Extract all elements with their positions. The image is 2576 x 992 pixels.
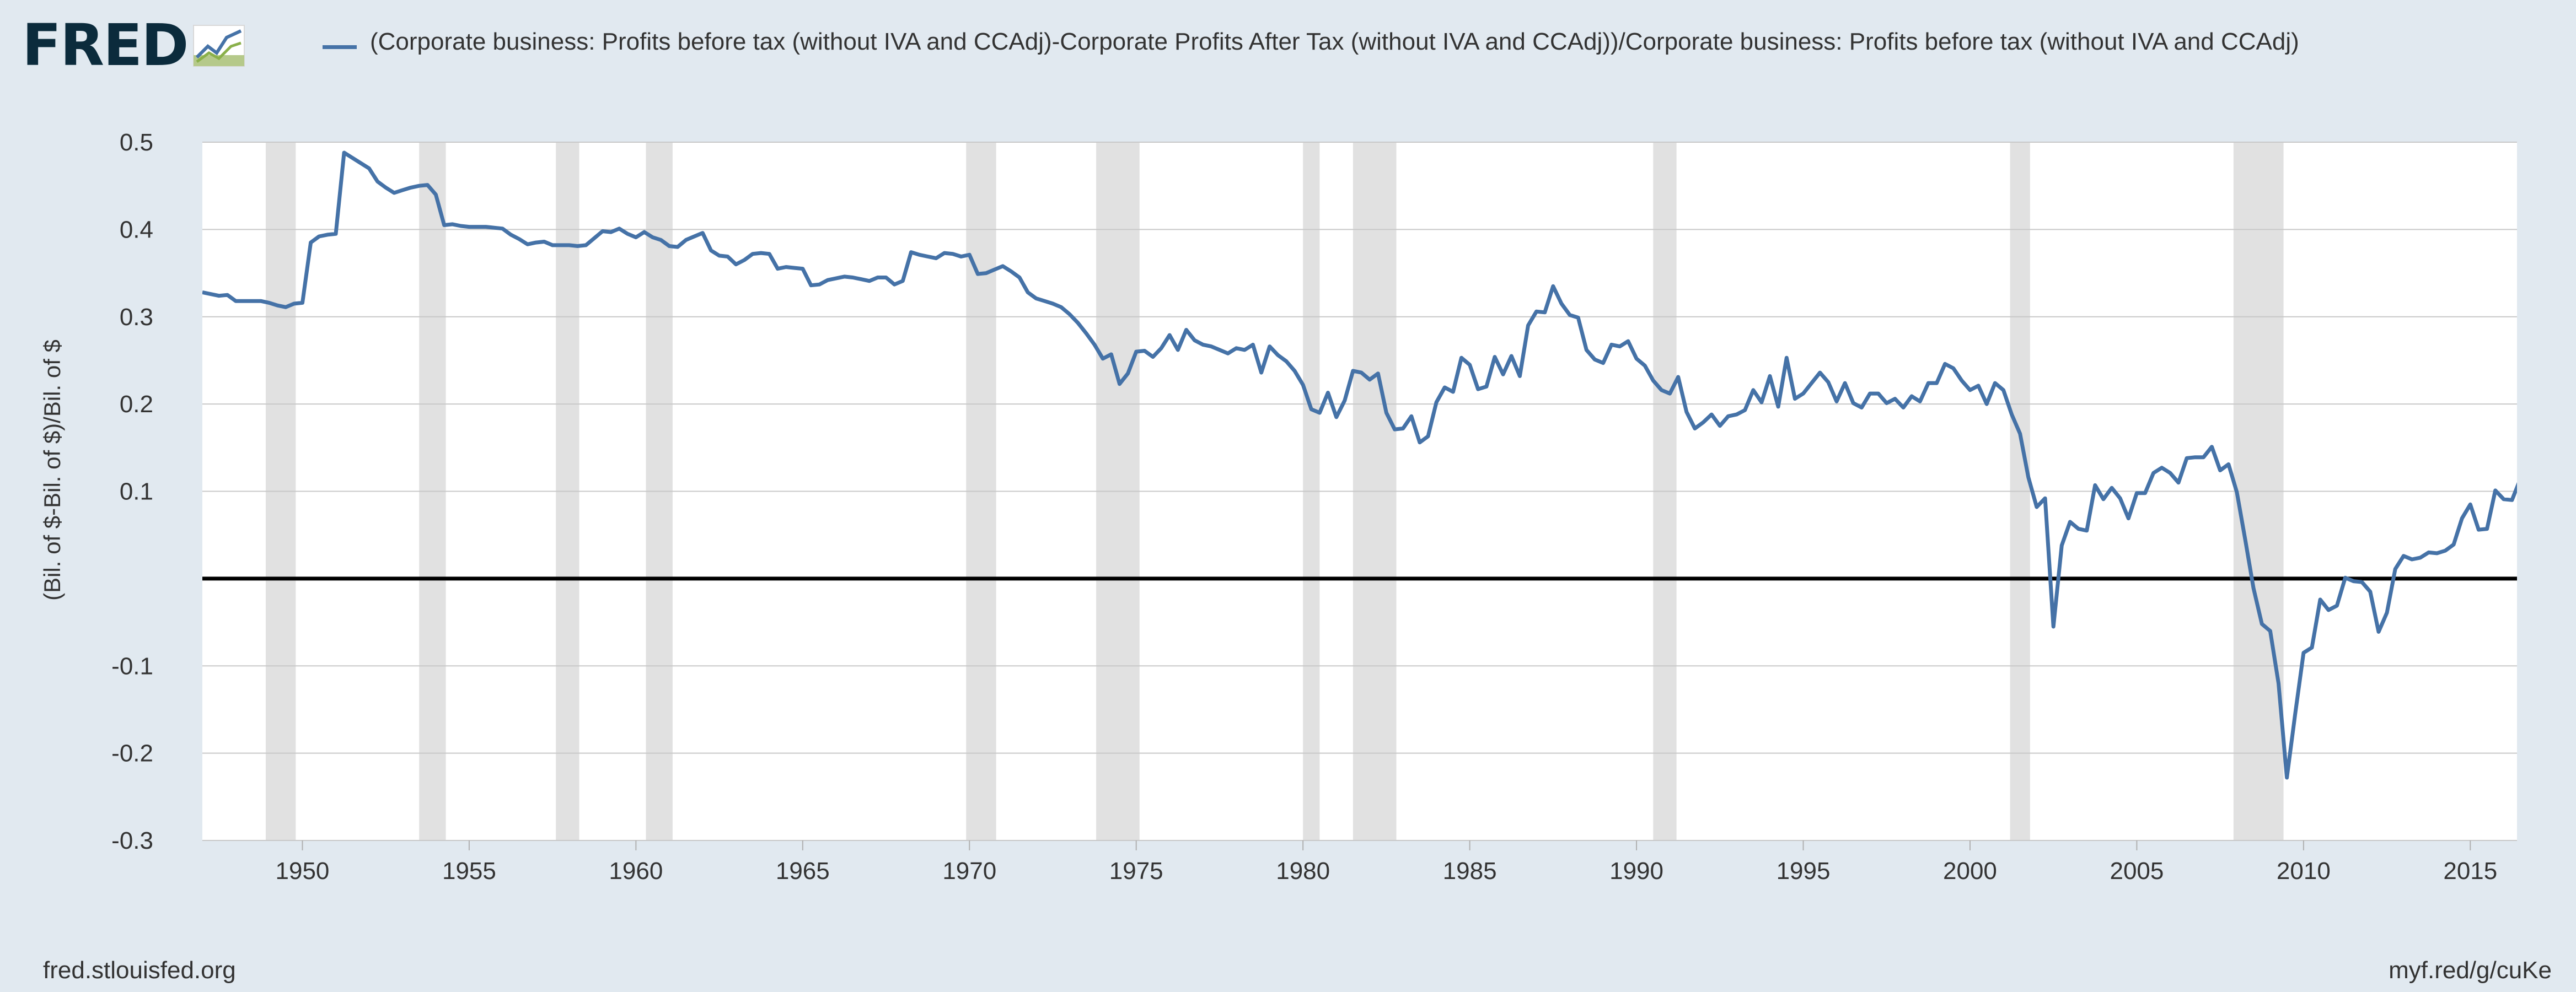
legend-swatch [323, 45, 357, 49]
y-tick-label: 0.4 [120, 216, 153, 243]
y-tick-label: -0.1 [111, 653, 153, 680]
x-tick-label: 1980 [1276, 858, 1330, 885]
y-tick-label: 0.5 [120, 129, 153, 156]
short-url-link[interactable]: myf.red/g/cuKe [2389, 957, 2552, 984]
series-lines [202, 150, 2517, 780]
x-tick-label: 1995 [1777, 858, 1831, 885]
chart-legend: (Corporate business: Profits before tax … [323, 24, 2489, 60]
x-tick-label: 1970 [942, 858, 996, 885]
x-tick-label: 1950 [276, 858, 330, 885]
chart-graph-icon [192, 25, 245, 67]
y-tick-label: 0.3 [120, 304, 153, 331]
legend-series-name: (Corporate business: Profits before tax … [370, 28, 2299, 55]
x-axis-ticks: 1950 1955 1960 1965 1970 1975 1980 1985 1990 1995… [276, 840, 2497, 885]
y-axis-ticks: 0.5 0.4 0.3 0.2 0.1 -0.1 -0.2 -0.3 [111, 129, 153, 854]
fred-logo-text: FRED [22, 12, 189, 79]
y-tick-label: 0.1 [120, 478, 153, 505]
x-tick-label: 1960 [609, 858, 663, 885]
source-link[interactable]: fred.stlouisfed.org [43, 957, 236, 984]
x-tick-label: 1985 [1443, 858, 1497, 885]
x-tick-label: 2010 [2277, 858, 2331, 885]
x-tick-label: 2000 [1943, 858, 1997, 885]
gridlines [202, 142, 2517, 841]
y-tick-label: -0.2 [111, 740, 153, 767]
x-tick-label: 2005 [2110, 858, 2164, 885]
y-tick-label: -0.3 [111, 827, 153, 854]
fred-logo[interactable]: FRED [22, 17, 245, 74]
series-line [202, 150, 2517, 780]
x-tick-label: 1975 [1109, 858, 1163, 885]
x-tick-label: 1990 [1609, 858, 1663, 885]
x-tick-label: 1955 [442, 858, 496, 885]
x-tick-label: 2015 [2443, 858, 2497, 885]
y-tick-label: 0.2 [120, 391, 153, 418]
x-tick-label: 1965 [776, 858, 830, 885]
